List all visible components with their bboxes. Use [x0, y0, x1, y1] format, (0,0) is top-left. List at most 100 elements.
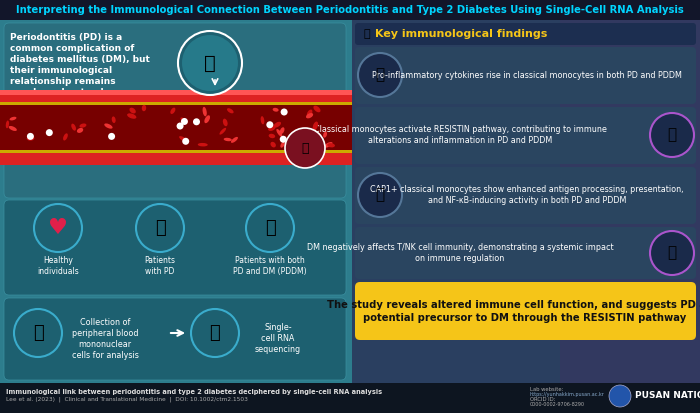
FancyBboxPatch shape — [355, 167, 696, 224]
Ellipse shape — [268, 126, 276, 131]
Text: Healthy
individuals: Healthy individuals — [37, 256, 79, 276]
Circle shape — [281, 109, 288, 116]
Text: 🧪: 🧪 — [33, 324, 43, 342]
Text: common complication of: common complication of — [10, 44, 134, 53]
Text: 🌿: 🌿 — [667, 128, 677, 142]
Text: 0000-0002-9706-8290: 0000-0002-9706-8290 — [530, 402, 585, 407]
Ellipse shape — [307, 109, 312, 117]
Text: ♥: ♥ — [48, 218, 68, 238]
Ellipse shape — [198, 143, 208, 147]
Circle shape — [358, 173, 402, 217]
Ellipse shape — [269, 134, 275, 138]
Text: Periodontitis (PD) is a: Periodontitis (PD) is a — [10, 33, 122, 42]
FancyBboxPatch shape — [355, 227, 696, 279]
Ellipse shape — [328, 143, 335, 147]
Text: 🩲: 🩲 — [301, 142, 309, 154]
Text: 🦷: 🦷 — [204, 54, 216, 73]
FancyBboxPatch shape — [355, 23, 696, 45]
Circle shape — [246, 204, 294, 252]
Text: CAP1+ classical monocytes show enhanced antigen processing, presentation,
and NF: CAP1+ classical monocytes show enhanced … — [370, 185, 684, 205]
Text: Lab website:: Lab website: — [530, 387, 564, 392]
FancyBboxPatch shape — [0, 105, 352, 150]
Circle shape — [193, 118, 200, 125]
FancyBboxPatch shape — [0, 90, 352, 165]
Circle shape — [182, 138, 189, 145]
Text: Interpreting the Immunological Connection Between Periodontitis and Type 2 Diabe: Interpreting the Immunological Connectio… — [16, 5, 684, 15]
FancyBboxPatch shape — [0, 102, 352, 105]
Text: relationship remains: relationship remains — [10, 77, 116, 86]
Ellipse shape — [179, 136, 188, 142]
Circle shape — [650, 113, 694, 157]
Circle shape — [46, 129, 52, 136]
FancyBboxPatch shape — [4, 23, 346, 198]
FancyBboxPatch shape — [0, 90, 352, 104]
Circle shape — [650, 231, 694, 275]
Ellipse shape — [63, 133, 68, 140]
Text: Lee et al. (2023)  |  Clinical and Translational Medicine  |  DOI: 10.1002/ctm2.: Lee et al. (2023) | Clinical and Transla… — [6, 397, 248, 403]
Text: Classical monocytes activate RESISTIN pathway, contributing to immune
alteration: Classical monocytes activate RESISTIN pa… — [314, 125, 606, 145]
Text: Pro-inflammatory cytokines rise in classical monocytes in both PD and PDDM: Pro-inflammatory cytokines rise in class… — [372, 71, 682, 79]
Ellipse shape — [130, 108, 136, 114]
Circle shape — [108, 133, 115, 140]
Ellipse shape — [181, 117, 188, 123]
Circle shape — [182, 35, 238, 91]
Circle shape — [181, 118, 188, 125]
Ellipse shape — [6, 121, 9, 128]
Text: Key immunological findings: Key immunological findings — [375, 29, 547, 39]
Ellipse shape — [112, 116, 116, 123]
Ellipse shape — [273, 108, 279, 112]
Circle shape — [27, 133, 34, 140]
Ellipse shape — [281, 142, 285, 148]
FancyBboxPatch shape — [352, 20, 700, 383]
Ellipse shape — [270, 142, 276, 147]
Ellipse shape — [170, 108, 176, 114]
Ellipse shape — [220, 128, 226, 135]
Ellipse shape — [204, 115, 210, 123]
Text: Immunological link between periodontitis and type 2 diabetes deciphered by singl: Immunological link between periodontitis… — [6, 389, 382, 395]
Text: 🦷: 🦷 — [155, 219, 165, 237]
Text: PUSAN NATIONAL UNIVERSITY: PUSAN NATIONAL UNIVERSITY — [635, 392, 700, 401]
Text: https://yunhakkim.pusan.ac.kr: https://yunhakkim.pusan.ac.kr — [530, 392, 605, 397]
Circle shape — [34, 204, 82, 252]
Ellipse shape — [227, 108, 234, 113]
FancyBboxPatch shape — [0, 20, 352, 383]
Circle shape — [285, 128, 325, 168]
Ellipse shape — [314, 106, 321, 112]
Ellipse shape — [323, 132, 327, 138]
Ellipse shape — [127, 113, 136, 119]
Text: DM negatively affects T/NK cell immunity, demonstrating a systemic impact
on imm: DM negatively affects T/NK cell immunity… — [307, 243, 613, 263]
Text: 🌊: 🌊 — [375, 67, 384, 83]
Ellipse shape — [260, 116, 265, 124]
Ellipse shape — [306, 113, 313, 119]
Ellipse shape — [202, 107, 206, 116]
Circle shape — [14, 309, 62, 357]
Ellipse shape — [77, 128, 83, 133]
Ellipse shape — [223, 119, 228, 126]
Ellipse shape — [80, 123, 86, 128]
FancyBboxPatch shape — [0, 90, 352, 95]
Ellipse shape — [142, 105, 146, 111]
Circle shape — [178, 31, 242, 95]
Text: Patients with both
PD and DM (PDDM): Patients with both PD and DM (PDDM) — [233, 256, 307, 276]
Circle shape — [266, 121, 273, 128]
FancyBboxPatch shape — [0, 153, 352, 165]
FancyBboxPatch shape — [560, 20, 700, 383]
Text: 🧬: 🧬 — [209, 324, 220, 342]
Ellipse shape — [224, 138, 232, 141]
Circle shape — [176, 123, 183, 130]
Ellipse shape — [71, 123, 76, 131]
Text: poorly understood: poorly understood — [10, 88, 104, 97]
Ellipse shape — [274, 122, 281, 128]
Text: Patients
with PD: Patients with PD — [144, 256, 176, 276]
FancyBboxPatch shape — [355, 107, 696, 164]
Ellipse shape — [313, 121, 318, 130]
FancyBboxPatch shape — [0, 150, 352, 153]
Ellipse shape — [324, 142, 332, 148]
Text: 🛡: 🛡 — [667, 245, 677, 261]
Text: their immunological: their immunological — [10, 66, 112, 75]
Circle shape — [609, 385, 631, 407]
Circle shape — [191, 309, 239, 357]
Ellipse shape — [27, 136, 34, 141]
Ellipse shape — [276, 129, 282, 137]
Circle shape — [280, 136, 287, 143]
